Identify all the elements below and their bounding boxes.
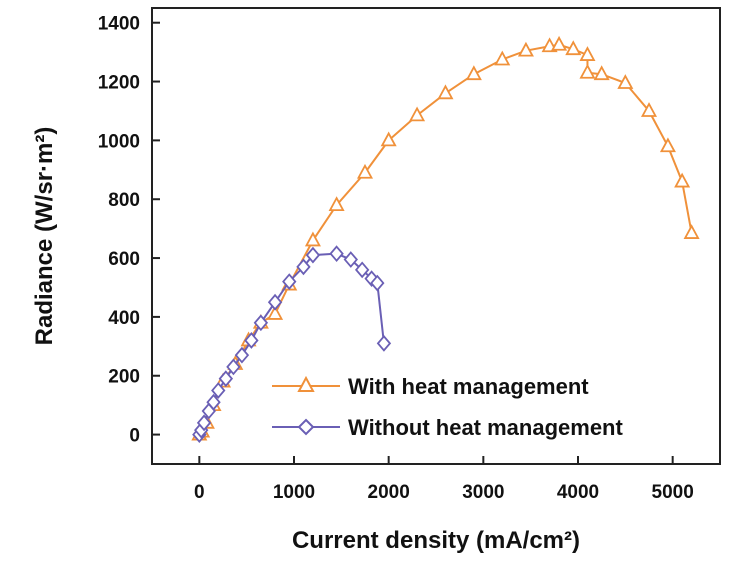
legend-marker-without [297, 418, 315, 436]
legend: With heat management Without heat manage… [272, 374, 623, 440]
y-tick-label: 1400 [98, 14, 140, 35]
data-point-diamond [244, 332, 259, 349]
y-tick-label: 0 [129, 426, 140, 447]
data-point-diamond [354, 261, 370, 279]
legend-marker-with [297, 375, 315, 392]
data-point-triangle [465, 65, 482, 81]
data-point-triangle [579, 46, 596, 61]
x-tick-label: 1000 [273, 482, 315, 503]
data-point-triangle [565, 40, 582, 56]
data-point-triangle [659, 137, 676, 153]
data-point-triangle [579, 63, 596, 79]
y-axis-title: Radiance (W/sr·m²) [31, 127, 58, 346]
x-tick-label: 4000 [557, 482, 599, 503]
data-point-diamond [218, 370, 234, 388]
legend-label-without: Without heat management [348, 415, 623, 440]
data-point-triangle [517, 41, 534, 57]
data-point-diamond [234, 346, 250, 364]
plot-frame [151, 7, 721, 465]
y-tick-label: 1200 [98, 73, 140, 94]
y-tick-label: 200 [108, 367, 140, 388]
legend-label-with: With heat management [348, 374, 589, 399]
data-point-diamond [196, 414, 212, 432]
data-point-triangle [674, 172, 691, 188]
data-point-triangle [437, 84, 454, 100]
x-tick-label: 5000 [652, 482, 694, 503]
data-point-triangle [267, 305, 284, 320]
data-point-diamond [370, 274, 385, 292]
y-tick-label: 400 [108, 308, 140, 329]
data-point-triangle [617, 74, 634, 89]
data-point-diamond [211, 382, 226, 399]
x-tick-label: 3000 [462, 482, 504, 503]
x-tick-label: 2000 [368, 482, 410, 503]
data-point-diamond [253, 314, 269, 332]
data-point-diamond [282, 273, 297, 290]
data-point-triangle [356, 163, 374, 179]
data-point-diamond [226, 358, 241, 376]
data-point-diamond [329, 245, 344, 263]
series-without-heat-management [192, 245, 392, 443]
data-point-diamond [267, 293, 283, 311]
data-point-triangle [409, 106, 426, 122]
data-point-triangle [640, 102, 658, 117]
data-point-diamond [296, 258, 311, 276]
data-point-diamond [376, 334, 392, 352]
y-tick-label: 800 [108, 190, 140, 211]
data-point-triangle [328, 196, 345, 212]
data-point-triangle [683, 224, 700, 239]
y-tick-label: 1000 [98, 131, 140, 152]
data-point-triangle [380, 131, 397, 147]
data-point-triangle [304, 231, 321, 247]
x-tick-label: 0 [194, 482, 205, 503]
data-point-triangle [551, 35, 568, 51]
series-layer [191, 35, 700, 443]
y-tick-label: 600 [108, 249, 140, 270]
axis-ticks: 0 1000 2000 3000 4000 5000 0 200 400 600 800 1000 12… [98, 14, 694, 503]
data-point-diamond [206, 393, 221, 411]
data-point-triangle [494, 50, 511, 66]
data-point-diamond [305, 246, 321, 264]
data-point-triangle [593, 65, 610, 81]
x-axis-title: Current density (mA/cm²) [292, 527, 580, 554]
data-point-diamond [343, 251, 358, 268]
